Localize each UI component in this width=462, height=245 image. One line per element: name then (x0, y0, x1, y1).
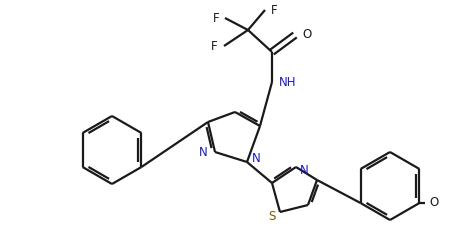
Text: S: S (268, 209, 276, 222)
Text: N: N (252, 152, 261, 166)
Text: N: N (300, 163, 309, 176)
Text: F: F (271, 3, 278, 16)
Text: NH: NH (279, 75, 297, 88)
Text: F: F (213, 12, 219, 24)
Text: O: O (430, 196, 439, 209)
Text: F: F (212, 39, 218, 52)
Text: N: N (199, 146, 208, 159)
Text: O: O (302, 28, 311, 41)
